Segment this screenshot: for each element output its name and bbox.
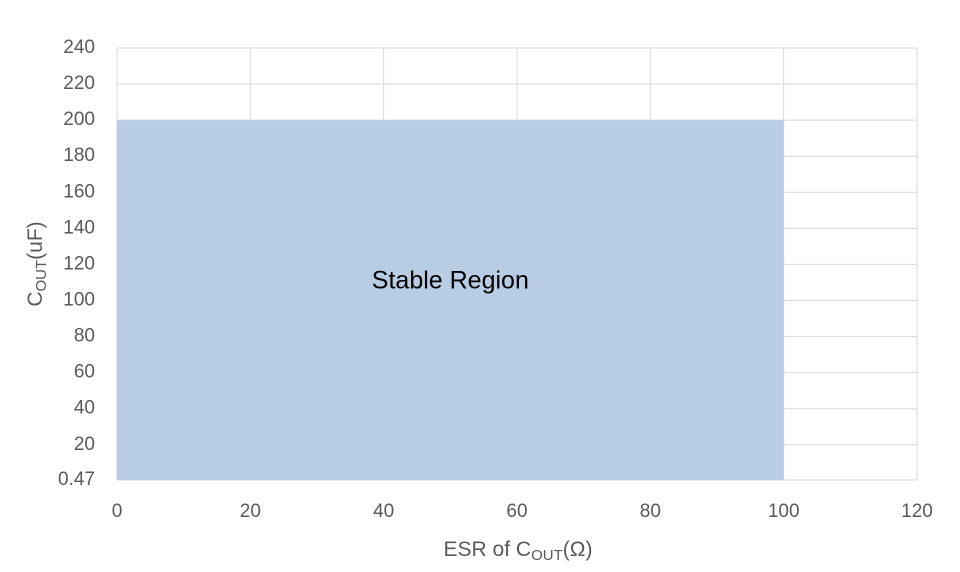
x-tick-label: 60 [506, 501, 527, 522]
y-tick-label: 60 [74, 362, 95, 383]
x-label-sub: OUT [531, 547, 563, 564]
y-axis-label: COUT(uF) [24, 221, 50, 306]
y-tick-label: 120 [63, 253, 95, 274]
x-tick-label: 80 [640, 501, 661, 522]
x-tick-label: 100 [768, 501, 800, 522]
y-tick-label: 0.47 [58, 469, 95, 490]
y-tick-label: 200 [63, 109, 95, 130]
region-area [117, 120, 784, 481]
y-label-main: C [24, 292, 47, 307]
y-tick-label: 160 [63, 181, 95, 202]
y-tick-label: 240 [63, 37, 95, 58]
x-tick-label: 120 [901, 501, 933, 522]
y-tick-label: 220 [63, 73, 95, 94]
y-tick-label: 180 [63, 145, 95, 166]
x-tick-label: 40 [373, 501, 394, 522]
y-label-rest: (uF) [24, 221, 47, 260]
y-tick-label: 100 [63, 290, 95, 311]
x-axis-label: ESR of COUT(Ω) [444, 538, 593, 564]
y-tick-label: 80 [74, 326, 95, 347]
y-tick-label: 140 [63, 217, 95, 238]
y-label-sub: OUT [33, 260, 50, 292]
y-tick-label: 40 [74, 398, 95, 419]
x-tick-label: 0 [112, 501, 123, 522]
x-label-rest: (Ω) [563, 538, 593, 561]
region-label: Stable Region [372, 267, 529, 295]
x-label-main: ESR of C [444, 538, 532, 561]
x-tick-label: 20 [240, 501, 261, 522]
y-tick-label: 20 [74, 434, 95, 455]
